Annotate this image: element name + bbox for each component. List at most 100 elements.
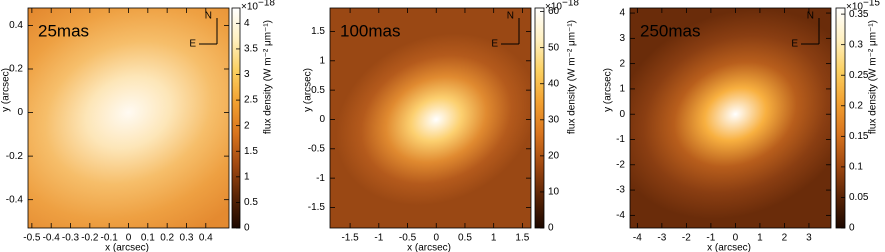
x-tick-label: 0 (126, 233, 132, 244)
compass-label: N (205, 11, 212, 22)
colorbar-tick-label: 0.2 (849, 100, 863, 111)
compass-label: N (807, 11, 814, 22)
colorbar-tick-label: 20 (548, 151, 560, 162)
y-tick-label: 3 (619, 33, 625, 44)
x-tick-label: -1.5 (341, 233, 359, 244)
colorbar (835, 7, 846, 229)
x-tick-label: -0.5 (23, 233, 41, 244)
x-axis-label: x (arcsec) (105, 243, 149, 252)
y-axis-label: y (arcsec) (603, 68, 614, 112)
plot-frame (329, 7, 532, 229)
colorbar-exponent: −18 (562, 0, 579, 9)
colorbar-tick-label: 0.1 (849, 162, 863, 173)
x-axis-label: x (arcsec) (407, 243, 451, 252)
colorbar-tick-label: 0 (244, 223, 250, 234)
y-tick-label: -0.4 (6, 194, 24, 205)
colorbar-label: flux density (W m⁻² μm⁻¹) (263, 20, 274, 134)
x-tick-label: 1.5 (515, 233, 529, 244)
y-tick-label: 0.4 (9, 20, 23, 31)
x-tick-label: -0.2 (81, 233, 99, 244)
x-tick-label: 3 (806, 233, 812, 244)
y-tick-label: -1 (616, 134, 625, 145)
x-tick-label: 1 (757, 233, 763, 244)
y-tick-label: -1.5 (308, 202, 326, 213)
colorbar-tick-label: 0.3 (849, 39, 863, 50)
image (330, 8, 531, 228)
colorbar-multiplier: ×10 (241, 2, 258, 13)
colorbar (231, 7, 241, 229)
compass-label: E (491, 39, 498, 50)
image (630, 8, 831, 228)
y-tick-label: -4 (616, 210, 625, 221)
y-tick-label: -1 (316, 173, 325, 184)
y-tick-label: 1 (619, 84, 625, 95)
compass-label: N (507, 11, 514, 22)
x-tick-label: -3 (657, 233, 666, 244)
y-tick-label: 0.2 (9, 64, 23, 75)
x-tick-label: 0.2 (160, 233, 174, 244)
colorbar-tick-label: 0.35 (849, 9, 869, 20)
y-tick-label: 2 (619, 58, 625, 69)
colorbar-tick-label: 50 (548, 42, 560, 53)
colorbar-tick-label: 1.5 (244, 146, 258, 157)
colorbar-tick-label: 0.5 (244, 197, 258, 208)
x-tick-label: 0 (433, 233, 439, 244)
panel: 250mas N E -4 -3 -2 -1 0 1 2 3 -4 -3 -2 -1 0 1 2 3 4 x (arcs… (603, 0, 881, 252)
colorbar-tick-label: 0 (548, 223, 554, 234)
y-tick-label: 0 (17, 107, 23, 118)
x-tick-label: 2 (782, 233, 788, 244)
x-tick-label: -4 (633, 233, 642, 244)
y-tick-label: 1.5 (311, 26, 325, 37)
colorbar-tick-label: 2.5 (244, 95, 258, 106)
plot-frame (629, 7, 832, 229)
colorbar-tick-label: 3.5 (244, 44, 258, 55)
y-tick-label: 1 (319, 55, 325, 66)
colorbar-multiplier: ×10 (846, 2, 863, 13)
x-tick-label: 0.5 (458, 233, 472, 244)
colorbar-tick-label: 10 (548, 187, 560, 198)
colorbar-tick-label: 0 (849, 223, 855, 234)
colorbar-tick-label: 40 (548, 78, 560, 89)
y-axis-label: y (arcsec) (1, 68, 12, 112)
colorbar-tick-label: 3 (244, 69, 250, 80)
y-tick-label: 0 (319, 114, 325, 125)
colorbar-tick-label: 60 (548, 6, 560, 17)
x-tick-label: -0.4 (43, 233, 61, 244)
colorbar-multiplier: ×10 (545, 2, 562, 13)
x-tick-label: 0 (733, 233, 739, 244)
y-tick-label: -0.5 (308, 143, 326, 154)
colorbar-exponent: −18 (258, 0, 275, 9)
panel-title: 100mas (340, 21, 400, 40)
panel-title: 250mas (640, 21, 700, 40)
colorbar-tick-label: 0.05 (849, 192, 869, 203)
x-tick-label: -0.1 (101, 233, 119, 244)
x-tick-label: 0.3 (180, 233, 194, 244)
colorbar-label: flux density (W m⁻² μm⁻¹) (868, 20, 879, 134)
x-tick-label: -1 (374, 233, 383, 244)
x-tick-label: -0.3 (62, 233, 80, 244)
image (28, 8, 229, 228)
y-tick-label: 4 (619, 8, 625, 19)
compass-label: E (189, 39, 196, 50)
y-tick-label: 0.5 (311, 85, 325, 96)
colorbar-tick-label: 0.25 (849, 70, 869, 81)
y-tick-label: -0.2 (6, 151, 24, 162)
colorbar-tick-label: 4 (244, 18, 250, 29)
colorbar-tick-label: 30 (548, 114, 560, 125)
colorbar-label: flux density (W m⁻² μm⁻¹) (567, 20, 578, 134)
x-tick-label: 1 (491, 233, 497, 244)
y-tick-label: -2 (616, 159, 625, 170)
x-tick-label: -1 (706, 233, 715, 244)
y-tick-label: -3 (616, 185, 625, 196)
colorbar-tick-label: 1 (244, 171, 250, 182)
y-axis-label: y (arcsec) (303, 68, 314, 112)
y-tick-label: 0 (619, 109, 625, 120)
colorbar-tick-label: 2 (244, 120, 250, 131)
x-tick-label: 0.4 (199, 233, 213, 244)
panel-title: 25mas (38, 21, 89, 40)
x-tick-label: 0.1 (141, 233, 155, 244)
x-axis-label: x (arcsec) (707, 243, 751, 252)
panel: 100mas N E -1.5 -1 -0.5 0 0.5 1 1.5 -1.5 -1 -0.5 0 0.5… (303, 0, 580, 252)
x-tick-label: -2 (682, 233, 691, 244)
